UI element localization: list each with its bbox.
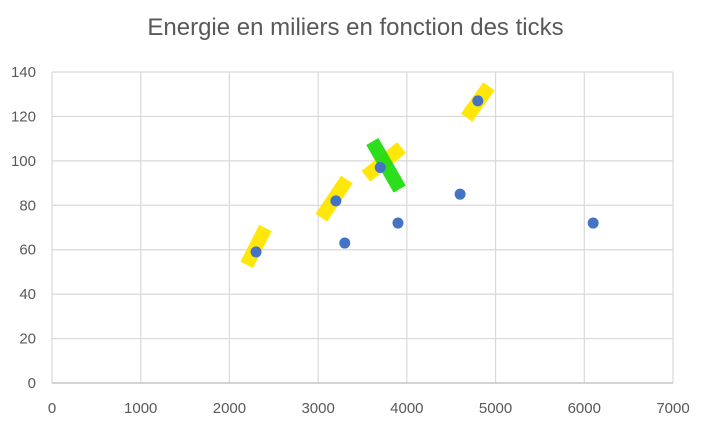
data-point bbox=[472, 95, 484, 107]
x-tick-label: 2000 bbox=[213, 400, 246, 417]
x-tick-label: 5000 bbox=[479, 400, 512, 417]
y-tick-label: 20 bbox=[19, 331, 36, 348]
y-tick-label: 140 bbox=[11, 64, 36, 81]
data-point bbox=[339, 237, 351, 249]
y-tick-label: 60 bbox=[19, 242, 36, 259]
data-point bbox=[454, 188, 466, 200]
x-tick-label: 6000 bbox=[568, 400, 601, 417]
x-tick-label: 0 bbox=[48, 400, 56, 417]
data-point bbox=[587, 217, 599, 229]
y-tick-label: 40 bbox=[19, 286, 36, 303]
x-tick-label: 4000 bbox=[390, 400, 423, 417]
grid-layer bbox=[51, 71, 674, 384]
data-point bbox=[392, 217, 404, 229]
y-tick-label: 120 bbox=[11, 108, 36, 125]
y-tick-label: 100 bbox=[11, 153, 36, 170]
data-point bbox=[330, 195, 342, 207]
chart-title: Energie en miliers en fonction des ticks bbox=[147, 14, 564, 41]
data-point bbox=[250, 246, 262, 258]
y-tick-label: 80 bbox=[19, 197, 36, 214]
point-layer bbox=[250, 95, 599, 258]
x-tick-label: 7000 bbox=[656, 400, 689, 417]
highlight-mark bbox=[366, 137, 406, 193]
data-point bbox=[374, 162, 386, 174]
y-tick-label: 0 bbox=[28, 375, 36, 392]
x-tick-label: 1000 bbox=[124, 400, 157, 417]
axis-layer: 0 20 40 60 80 100 120 140 0 1000 2000 3000 4000 5000 6… bbox=[11, 64, 690, 417]
x-tick-label: 3000 bbox=[301, 400, 334, 417]
